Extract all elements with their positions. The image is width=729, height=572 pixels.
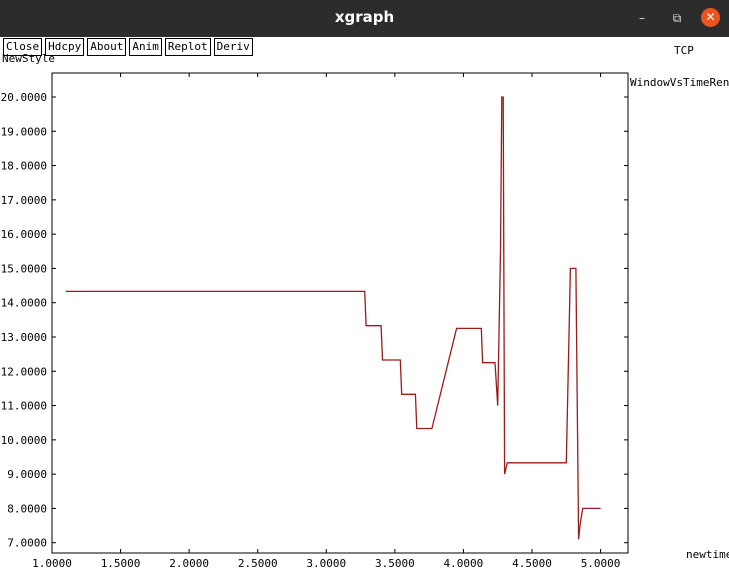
y-tick-label: 7.0000 — [7, 537, 47, 550]
x-tick-label: 4.0000 — [444, 557, 484, 570]
style-label: NewStyle — [2, 52, 55, 65]
window-title: xgraph — [334, 8, 395, 26]
toolbar: Close Hdcpy About Anim Replot Deriv — [3, 38, 253, 56]
y-tick-label: 20.0000 — [1, 91, 47, 104]
y-tick-label: 9.0000 — [7, 468, 47, 481]
minimize-icon[interactable]: – — [639, 11, 645, 25]
x-tick-label: 2.5000 — [238, 557, 278, 570]
hdcpy-button[interactable]: Hdcpy — [45, 38, 85, 56]
y-tick-label: 8.0000 — [7, 502, 47, 515]
anim-button[interactable]: Anim — [129, 38, 162, 56]
y-tick-label: 19.0000 — [1, 125, 47, 138]
about-button[interactable]: About — [87, 38, 127, 56]
x-tick-label: 3.0000 — [306, 557, 346, 570]
y-tick-label: 11.0000 — [1, 400, 47, 413]
maximize-icon[interactable]: ⧉ — [672, 11, 682, 25]
deriv-button[interactable]: Deriv — [213, 38, 253, 56]
x-tick-label: 5.0000 — [581, 557, 621, 570]
close-icon[interactable]: ✕ — [701, 8, 720, 27]
x-tick-label: 1.0000 — [32, 557, 72, 570]
y-tick-label: 12.0000 — [1, 365, 47, 378]
y-tick-label: 14.0000 — [1, 297, 47, 310]
y-tick-label: 10.0000 — [1, 434, 47, 447]
x-tick-label: 2.0000 — [169, 557, 209, 570]
plot-frame — [51, 72, 629, 554]
y-tick-label: 13.0000 — [1, 331, 47, 344]
replot-button[interactable]: Replot — [164, 38, 211, 56]
series-line — [65, 96, 601, 540]
y-tick-label: 15.0000 — [1, 262, 47, 275]
y-tick-label: 18.0000 — [1, 160, 47, 173]
x-axis-label: newtime — [686, 548, 729, 561]
x-tick-label: 3.5000 — [375, 557, 415, 570]
x-tick-label: 1.5000 — [101, 557, 141, 570]
y-tick-label: 16.0000 — [1, 228, 47, 241]
legend-series-name: WindowVsTimeReno — [630, 76, 729, 89]
x-tick-label: 4.5000 — [512, 557, 552, 570]
y-tick-label: 17.0000 — [1, 194, 47, 207]
window-titlebar: xgraph – ⧉ ✕ — [0, 0, 729, 37]
chart-title: TCP — [674, 44, 694, 57]
close-button[interactable]: Close — [3, 38, 43, 56]
